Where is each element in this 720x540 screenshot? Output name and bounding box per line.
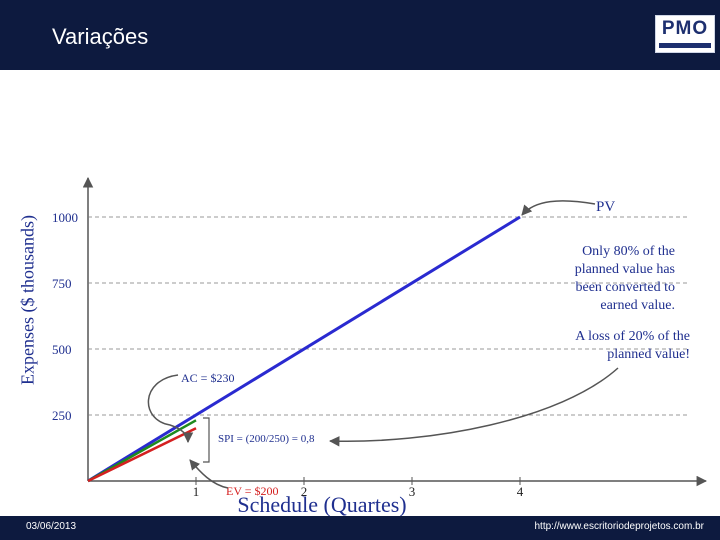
x-tick-label-1: 1 [193,484,200,499]
spi-label: SPI = (200/250) = 0,8 [218,433,315,445]
spi-bracket [203,417,210,463]
logo-text: PMO [661,18,709,39]
x-tick-label-2: 2 [301,484,308,499]
x-tick-label-3: 3 [409,484,416,499]
chart-svg: 250 500 750 1000 1 2 3 4 Schedule (Quartes) PV AC … [52,176,708,516]
ac-label: AC = $230 [181,371,234,385]
x-tick-label-4: 4 [517,484,524,499]
series-line-ev [87,427,197,483]
note-converted-line-4: earned value. [600,298,675,313]
header-bar: Variações PMO [0,0,720,70]
y-tick-label-250: 250 [52,408,72,423]
ev-label: EV = $200 [226,484,279,498]
page-title: Variações [52,24,149,49]
y-tick-label-750: 750 [52,276,72,291]
y-tick-label-1000: 1000 [52,210,78,225]
ev-arrow [189,459,229,489]
note-converted-line-3: been converted to [575,280,675,295]
footer-url: http://www.escritoriodeprojetos.com.br [534,521,704,532]
pmo-logo: PMO [655,15,715,53]
x-axis-label: Schedule (Quartes) [237,492,406,516]
note-loss-line-2: planned value! [607,347,690,362]
y-tick-label-500: 500 [52,342,72,357]
series-line-pv [87,215,521,483]
pv-label: PV [596,199,615,215]
loss-arrow [328,367,619,447]
note-converted-line-1: Only 80% of the [582,244,675,259]
ac-arrow [147,374,194,444]
note-converted-line-2: planned value has [575,262,675,277]
footer-bar: 03/06/2013 http://www.escritoriodeprojet… [0,516,720,540]
logo-tagline-bar [659,43,711,48]
note-loss-line-1: A loss of 20% of the [575,329,690,344]
footer-date: 03/06/2013 [26,521,77,532]
pv-arrow [521,200,596,216]
